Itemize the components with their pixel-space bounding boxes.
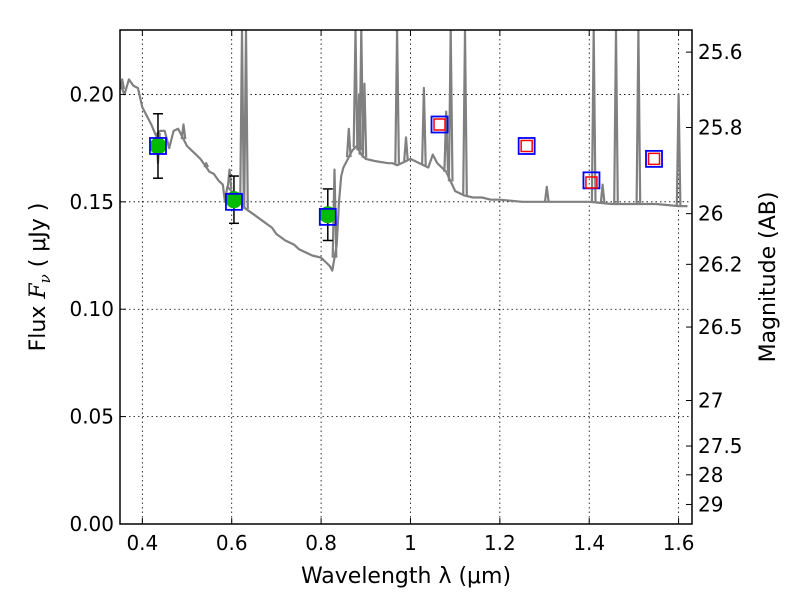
x-tick-label: 0.6 (216, 531, 248, 555)
y-axis-label: Flux Fν ( μJy ) (26, 203, 54, 352)
photometry-point (149, 137, 167, 155)
axes: 0.4 0.6 0.8 1 1.2 1.4 1.6 0.00 0.05 0.10 0.15 0.20 2… (69, 30, 743, 555)
right-tick-label: 29 (698, 492, 723, 516)
y-tick-label: 0.20 (69, 82, 114, 106)
plot-area (120, 30, 692, 524)
emission-line (361, 82, 368, 158)
right-tick-label: 26.5 (698, 315, 743, 339)
right-tick-label: 28 (698, 463, 723, 487)
x-tick-label: 1 (404, 531, 417, 555)
y-tick-label: 0.15 (69, 190, 114, 214)
y-tick-label: 0.10 (69, 297, 114, 321)
model-flux-square (225, 192, 243, 211)
y-tick-label: 0.00 (69, 512, 114, 536)
right-axis-label: Magnitude (AB) (756, 192, 781, 363)
emission-line (243, 30, 249, 209)
model-flux-square (645, 149, 663, 168)
emission-line (120, 78, 126, 90)
emission-line (358, 30, 365, 155)
plot-frame (119, 29, 693, 525)
emission-line (226, 168, 233, 190)
x-axis-label: Wavelength λ (μm) (301, 564, 511, 589)
emission-line (635, 30, 642, 205)
emission-line (543, 185, 550, 202)
model-flux-square (149, 137, 167, 155)
right-tick-label: 25.8 (698, 116, 743, 140)
emission-line (675, 93, 682, 207)
emission-line (203, 162, 210, 168)
upper-limit-square (520, 139, 533, 153)
emission-line (239, 30, 245, 204)
upper-limit-square (433, 118, 446, 131)
emission-line (331, 168, 338, 258)
x-tick-label: 1.4 (573, 531, 605, 555)
right-tick-label: 25.6 (698, 40, 743, 64)
emission-line (345, 127, 352, 158)
emission-line (352, 30, 359, 148)
emission-line (443, 110, 450, 172)
right-tick-label: 26.2 (698, 252, 743, 276)
model-flux-square (430, 115, 449, 134)
model-flux-square (318, 207, 337, 226)
right-tick-label: 27.5 (698, 434, 743, 458)
emission-line (599, 183, 606, 204)
plot-content (120, 30, 688, 272)
model-flux-square (517, 137, 536, 155)
right-tick-label: 27 (698, 389, 723, 413)
emission-line (180, 123, 187, 140)
emission-line (421, 86, 427, 166)
emission-line (462, 30, 468, 196)
y-tick-label: 0.05 (69, 405, 114, 429)
x-tick-label: 0.8 (305, 531, 337, 555)
right-tick-label: 26 (698, 202, 723, 226)
emission-line (447, 30, 454, 182)
x-tick-label: 1.6 (663, 531, 695, 555)
x-tick-label: 0.4 (126, 531, 158, 555)
x-tick-label: 1.2 (484, 531, 516, 555)
emission-line (394, 30, 400, 166)
upper-limit-square (585, 176, 598, 189)
upper-limit-square (647, 152, 661, 166)
emission-line (403, 136, 409, 162)
emission-line (613, 30, 619, 205)
emission-line (590, 30, 597, 203)
